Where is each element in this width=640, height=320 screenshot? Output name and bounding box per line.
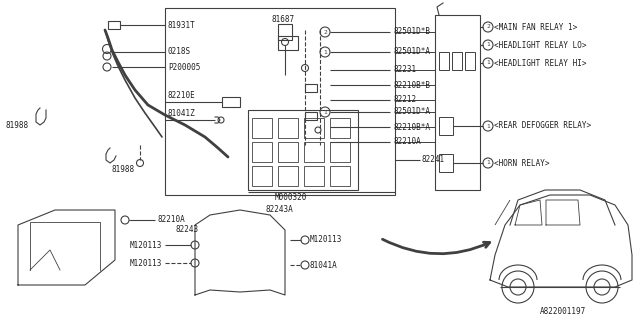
Text: 82501D*A: 82501D*A bbox=[393, 108, 430, 116]
Text: 82210B*B: 82210B*B bbox=[393, 81, 430, 90]
Bar bbox=[439, 52, 449, 70]
Text: 82501D*A: 82501D*A bbox=[393, 47, 430, 57]
Bar bbox=[278, 24, 292, 40]
Bar bbox=[305, 84, 317, 92]
Bar bbox=[278, 118, 298, 138]
Text: 81988: 81988 bbox=[5, 121, 28, 130]
Text: 82210A: 82210A bbox=[157, 215, 185, 225]
Text: <HEADLIGHT RELAY LO>: <HEADLIGHT RELAY LO> bbox=[494, 41, 586, 50]
Text: 82212: 82212 bbox=[393, 95, 416, 105]
Bar bbox=[278, 166, 298, 186]
Bar bbox=[165, 8, 395, 195]
Text: 1: 1 bbox=[486, 124, 490, 129]
Bar bbox=[278, 36, 298, 50]
Bar bbox=[304, 118, 324, 138]
Bar bbox=[248, 110, 358, 190]
Text: <HEADLIGHT RELAY HI>: <HEADLIGHT RELAY HI> bbox=[494, 59, 586, 68]
Bar bbox=[304, 142, 324, 162]
Text: 1: 1 bbox=[486, 43, 490, 47]
Bar bbox=[465, 52, 475, 70]
Bar bbox=[252, 118, 272, 138]
Text: 1: 1 bbox=[486, 161, 490, 165]
Text: 82210E: 82210E bbox=[168, 91, 196, 100]
Text: P200005: P200005 bbox=[168, 62, 200, 71]
Text: 0218S: 0218S bbox=[168, 47, 191, 57]
Text: 82210B*A: 82210B*A bbox=[393, 123, 430, 132]
Bar bbox=[304, 166, 324, 186]
Bar bbox=[439, 154, 453, 172]
Bar bbox=[452, 52, 462, 70]
Text: 1: 1 bbox=[323, 50, 327, 54]
Bar bbox=[108, 21, 120, 29]
Text: 1: 1 bbox=[486, 60, 490, 66]
Bar bbox=[439, 117, 453, 135]
Bar bbox=[435, 15, 480, 190]
Text: 81931T: 81931T bbox=[168, 20, 196, 29]
Bar bbox=[305, 112, 317, 120]
Text: M120113: M120113 bbox=[310, 236, 342, 244]
Bar bbox=[330, 142, 350, 162]
Text: 82210A: 82210A bbox=[393, 138, 420, 147]
Text: 2: 2 bbox=[486, 25, 490, 29]
Text: M120113: M120113 bbox=[130, 241, 163, 250]
Text: M000320: M000320 bbox=[275, 194, 307, 203]
Text: 82243: 82243 bbox=[175, 226, 198, 235]
Text: 82231: 82231 bbox=[393, 66, 416, 75]
Bar bbox=[252, 166, 272, 186]
Bar bbox=[278, 142, 298, 162]
Text: 82243A: 82243A bbox=[265, 205, 292, 214]
Bar bbox=[222, 97, 240, 107]
Bar bbox=[252, 142, 272, 162]
Text: 81041Z: 81041Z bbox=[168, 108, 196, 117]
Bar bbox=[330, 118, 350, 138]
Text: 2: 2 bbox=[323, 29, 327, 35]
Text: <REAR DEFOGGER RELAY>: <REAR DEFOGGER RELAY> bbox=[494, 122, 591, 131]
Text: <MAIN FAN RELAY 1>: <MAIN FAN RELAY 1> bbox=[494, 22, 577, 31]
Text: 81687: 81687 bbox=[272, 15, 295, 25]
Bar bbox=[330, 166, 350, 186]
Text: 82501D*B: 82501D*B bbox=[393, 28, 430, 36]
Text: 82241: 82241 bbox=[422, 156, 445, 164]
Text: M120113: M120113 bbox=[130, 259, 163, 268]
Text: <HORN RELAY>: <HORN RELAY> bbox=[494, 158, 550, 167]
Text: A822001197: A822001197 bbox=[540, 308, 586, 316]
Text: 81988: 81988 bbox=[112, 165, 135, 174]
Text: 81041A: 81041A bbox=[310, 260, 338, 269]
Text: 1: 1 bbox=[323, 109, 327, 115]
